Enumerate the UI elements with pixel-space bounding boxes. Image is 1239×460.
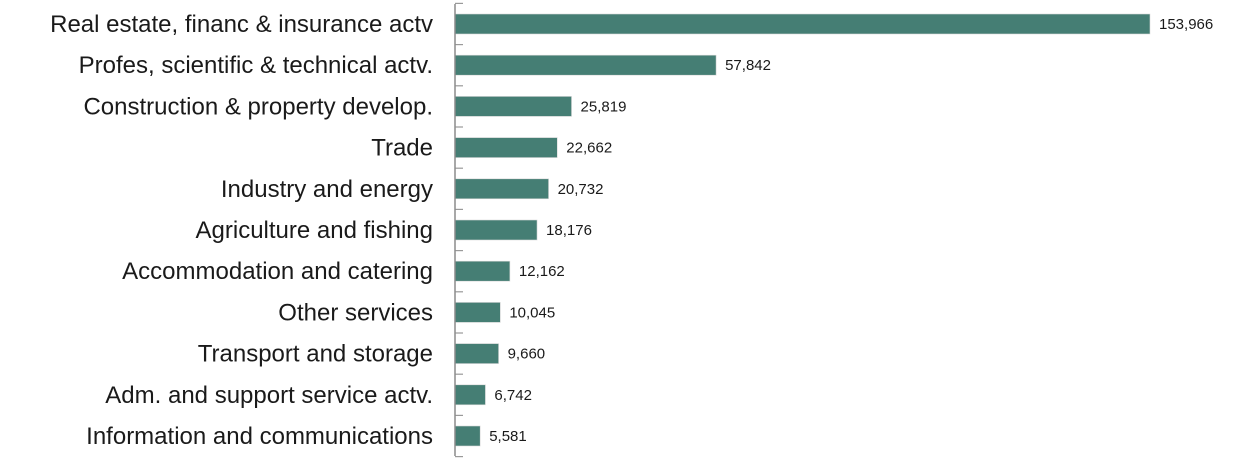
bar — [454, 302, 501, 323]
bar — [454, 137, 558, 158]
category-label: Information and communications — [86, 423, 433, 450]
category-label: Trade — [371, 135, 433, 162]
value-label: 18,176 — [546, 222, 592, 239]
value-label: 6,742 — [494, 387, 532, 404]
category-labels: Real estate, financ & insurance actv Prof… — [50, 11, 433, 450]
value-label: 57,842 — [725, 57, 771, 74]
bar — [454, 96, 572, 117]
category-label: Adm. and support service actv. — [105, 382, 433, 409]
bar — [454, 343, 499, 364]
category-label: Real estate, financ & insurance actv — [50, 11, 433, 38]
value-label: 25,819 — [581, 98, 627, 115]
axis-ticks — [455, 2, 463, 458]
category-label: Other services — [278, 299, 433, 326]
category-label: Accommodation and catering — [122, 258, 433, 285]
bar — [454, 54, 717, 76]
category-label: Construction & property develop. — [83, 93, 433, 120]
bar — [454, 178, 549, 200]
category-label: Industry and energy — [221, 176, 433, 203]
bar — [454, 13, 1151, 35]
value-label: 153,966 — [1159, 16, 1213, 33]
value-label: 20,732 — [558, 181, 604, 198]
value-label: 9,660 — [508, 346, 546, 363]
category-label: Transport and storage — [198, 341, 433, 368]
bar — [454, 260, 511, 282]
value-label: 10,045 — [509, 304, 555, 321]
value-label: 5,581 — [489, 428, 527, 445]
bar — [454, 384, 486, 406]
value-labels: 153,966 57,842 25,819 22,662 20,732 18,176 12,… — [489, 16, 1213, 445]
bar — [454, 425, 481, 447]
category-label: Profes, scientific & technical actv. — [79, 52, 433, 79]
bar — [454, 219, 538, 241]
value-label: 22,662 — [566, 140, 612, 157]
category-label: Agriculture and fishing — [196, 217, 433, 244]
value-label: 12,162 — [519, 263, 565, 280]
